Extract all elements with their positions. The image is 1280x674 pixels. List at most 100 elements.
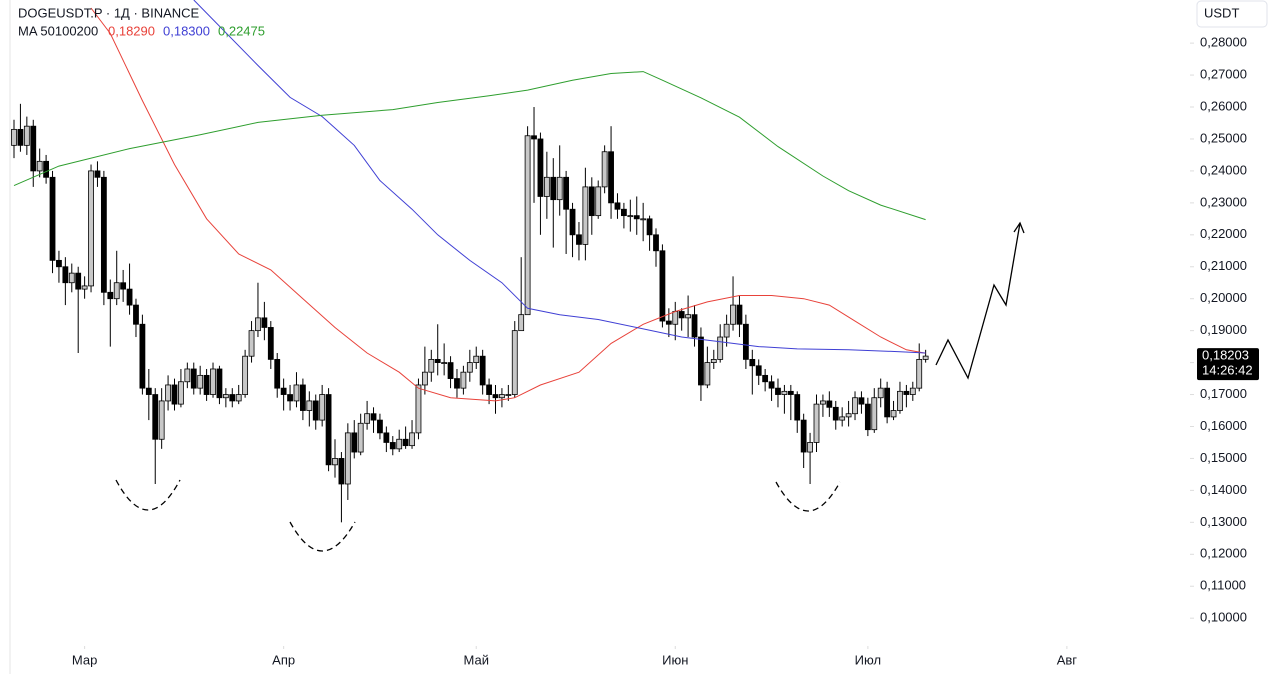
candle-body — [826, 400, 833, 408]
candle-body — [267, 327, 274, 360]
candle-body — [813, 403, 820, 443]
candle-body — [434, 358, 441, 363]
candle-body — [81, 285, 88, 290]
candle-body — [685, 314, 691, 319]
plot-area — [11, 0, 929, 523]
candle-body — [94, 170, 101, 178]
candle-body — [75, 272, 82, 290]
candle-body — [537, 138, 544, 197]
candle-body — [832, 406, 839, 421]
candle-body — [454, 378, 460, 389]
candle-body — [68, 272, 75, 284]
candle-body — [582, 186, 589, 245]
candle-body — [710, 358, 717, 363]
x-tick-label: Май — [464, 652, 489, 667]
candle-body — [653, 234, 659, 252]
candle-body — [49, 176, 56, 261]
legend-value: 0,18300 — [163, 23, 210, 38]
candle-body — [36, 160, 43, 172]
moving-average-line — [13, 71, 926, 221]
y-tick-label: 0,14000 — [1200, 482, 1247, 497]
candle-body — [280, 387, 287, 395]
candle-body — [775, 387, 781, 395]
x-tick-label: Июн — [662, 652, 688, 667]
legend-value: 0,22475 — [218, 23, 265, 38]
candle-body — [377, 419, 383, 434]
candle-body — [678, 311, 685, 319]
candle-body — [145, 387, 152, 395]
candle-body — [794, 394, 801, 421]
candle-body — [787, 390, 794, 395]
candle-body — [588, 186, 595, 217]
candle-body — [409, 432, 415, 447]
candle-body — [659, 250, 666, 322]
candle-body — [62, 266, 69, 284]
candle-body — [524, 135, 531, 316]
last-price-box — [1197, 348, 1259, 381]
candle-body — [332, 458, 338, 466]
candle-body — [736, 304, 743, 325]
candle-body — [107, 291, 114, 300]
candle-body — [165, 384, 171, 402]
candle-body — [222, 394, 229, 399]
y-tick-label: 0,23000 — [1200, 194, 1247, 209]
y-tick-label: 0,24000 — [1200, 162, 1247, 177]
candle-body — [807, 442, 813, 453]
arrow-head — [1013, 221, 1025, 234]
candle-body — [749, 358, 756, 367]
candle-body — [261, 317, 268, 328]
projection-arrow — [935, 222, 1021, 380]
candle-body — [23, 125, 30, 146]
candle-body — [441, 362, 448, 364]
x-tick-label: Авг — [1057, 652, 1078, 667]
candle-body — [646, 218, 653, 236]
candle-body — [723, 323, 730, 338]
candle-body — [556, 176, 563, 201]
candle-body — [229, 394, 236, 402]
candle-body — [717, 336, 724, 360]
currency-label[interactable]: USDT — [1204, 5, 1239, 20]
dashed-arc — [115, 479, 181, 511]
candle-body — [614, 202, 621, 210]
candle-body — [357, 422, 364, 453]
candle-body — [627, 215, 634, 218]
y-tick-label: 0,22000 — [1200, 226, 1247, 241]
currency-box[interactable] — [1196, 0, 1268, 28]
candle-body — [293, 384, 300, 402]
candle-body — [100, 176, 107, 293]
candle-body — [762, 374, 769, 383]
chart-title: DOGEUSDT.P · 1Д · BINANCE — [18, 5, 200, 20]
candle-body — [88, 170, 94, 287]
candle-body — [633, 215, 640, 220]
candle-body — [672, 311, 679, 325]
y-tick-label: 0,20000 — [1200, 290, 1247, 305]
candle-body — [781, 390, 788, 395]
candle-body — [563, 176, 570, 210]
y-tick-label: 0,12000 — [1200, 546, 1247, 561]
y-tick-label: 0,27000 — [1200, 67, 1247, 82]
candle-body — [248, 330, 255, 357]
candle-body — [897, 390, 903, 411]
candle-body — [916, 358, 923, 389]
candle-body — [909, 387, 916, 395]
candle-body — [210, 368, 216, 395]
y-tick-label: 0,26000 — [1200, 98, 1247, 113]
candle-body — [17, 128, 24, 146]
y-tick-label: 0,28000 — [1200, 35, 1247, 50]
candle-body — [877, 387, 884, 399]
candle-body — [543, 176, 550, 197]
drawings — [115, 221, 1025, 552]
candle-body — [768, 381, 775, 389]
last-price-label: 0,18203 — [1202, 348, 1249, 363]
candle-body — [518, 314, 525, 332]
y-tick-label: 0,13000 — [1200, 514, 1247, 529]
candle-body — [505, 394, 512, 396]
candle-body — [158, 400, 165, 440]
dashed-arc — [289, 521, 356, 552]
legend-value: 0,18290 — [108, 23, 155, 38]
countdown-label: 14:26:42 — [1202, 363, 1253, 378]
candle-body — [364, 413, 371, 424]
moving-average-line — [193, 0, 926, 354]
candle-body — [479, 355, 486, 386]
candle-body — [306, 400, 313, 411]
